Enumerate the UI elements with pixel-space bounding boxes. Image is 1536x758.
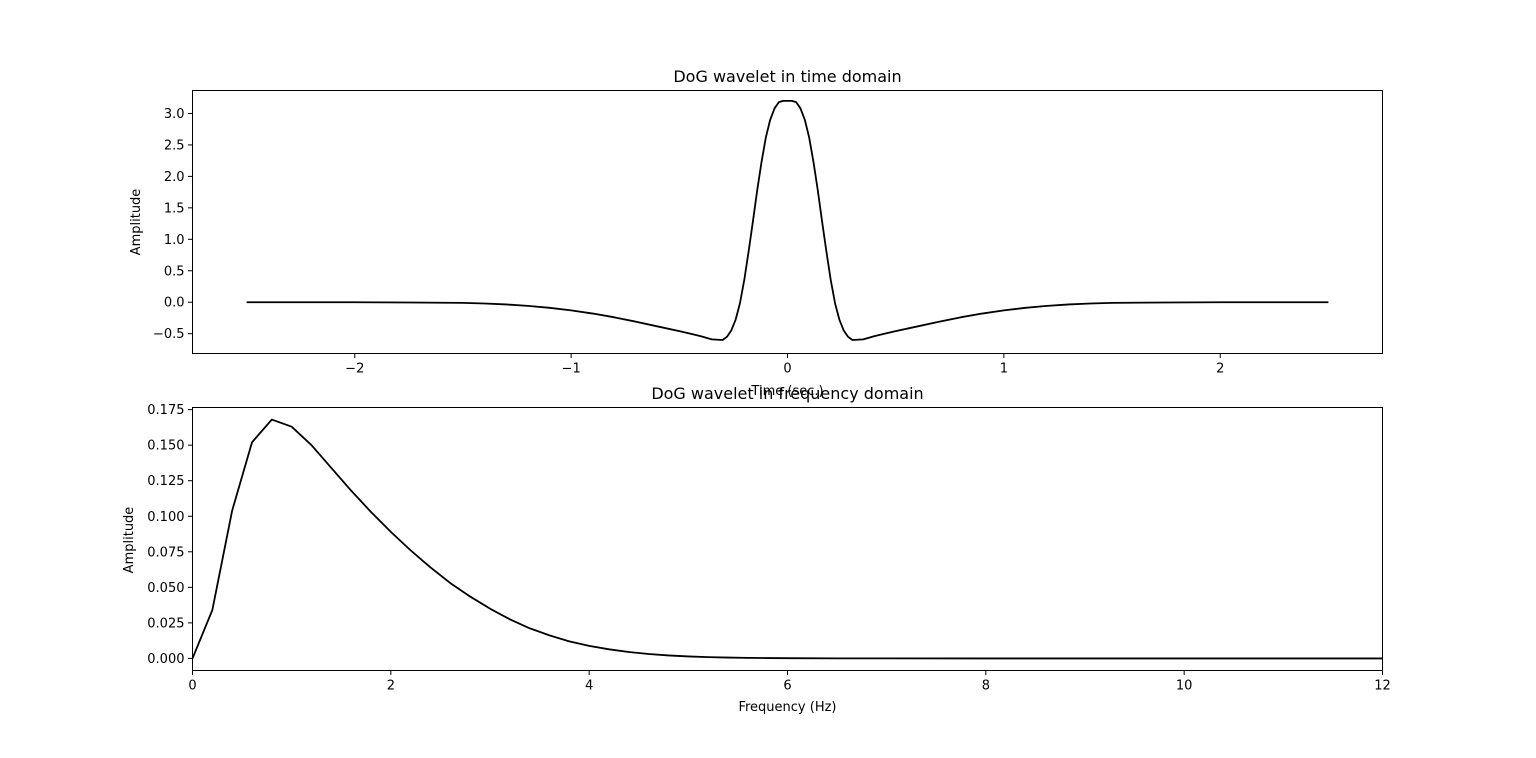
frequency-domain-y-tick-label: 0.150 — [147, 439, 184, 454]
frequency-domain-y-tick-label: 0.075 — [147, 545, 184, 560]
time-domain-x-tick-label: 0 — [783, 362, 791, 377]
time-domain-y-tick-label: 2.0 — [164, 170, 185, 185]
frequency-domain-axes-frame — [192, 407, 1383, 671]
time-domain-y-tick-label: 0.5 — [164, 264, 185, 279]
time-domain-panel: DoG wavelet in time domain −0.5 0.0 0.5 1.0… — [129, 67, 1383, 399]
frequency-domain-x-tick-label: 10 — [1176, 679, 1193, 694]
frequency-domain-y-axis-label: Amplitude — [122, 507, 137, 574]
time-domain-x-tick-label: −2 — [345, 362, 364, 377]
frequency-domain-axes-background — [192, 407, 1383, 671]
frequency-domain-x-axis-label: Frequency (Hz) — [738, 700, 836, 715]
frequency-domain-x-tick-label: 12 — [1374, 679, 1391, 694]
time-domain-y-tick-label: 2.5 — [164, 138, 185, 153]
frequency-domain-x-tick-label: 2 — [387, 679, 395, 694]
frequency-domain-y-tick-label: 0.125 — [147, 474, 184, 489]
frequency-domain-x-tick-label: 4 — [585, 679, 593, 694]
time-domain-x-tick-label: 2 — [1216, 362, 1224, 377]
time-domain-title: DoG wavelet in time domain — [673, 67, 901, 86]
time-domain-y-tick-label: −0.5 — [153, 327, 185, 342]
frequency-domain-x-tick-label: 8 — [982, 679, 990, 694]
time-domain-y-axis-label: Amplitude — [129, 189, 144, 256]
time-domain-y-tick-label: 1.0 — [164, 233, 185, 248]
time-domain-axes-frame — [192, 90, 1383, 354]
frequency-domain-y-tick-label: 0.025 — [147, 616, 184, 631]
frequency-domain-x-ticks: 0 2 4 6 8 10 12 — [188, 670, 1391, 694]
frequency-domain-spectrum-line — [191, 418, 1383, 660]
time-domain-y-tick-label: 3.0 — [164, 107, 185, 122]
frequency-domain-panel: DoG wavelet in frequency domain 0.0000.0… — [122, 384, 1391, 715]
time-domain-x-tick-label: −1 — [562, 362, 581, 377]
time-domain-x-ticks: −2 −1 0 1 2 — [345, 353, 1224, 377]
frequency-domain-y-tick-label: 0.000 — [147, 652, 184, 667]
frequency-domain-y-tick-label: 0.100 — [147, 510, 184, 525]
time-domain-x-tick-label: 1 — [1000, 362, 1008, 377]
frequency-domain-title: DoG wavelet in frequency domain — [651, 384, 923, 403]
time-domain-x-axis-label: Time (sec.) — [750, 384, 823, 399]
frequency-domain-y-tick-label: 0.050 — [147, 581, 184, 596]
frequency-domain-y-tick-label: 0.175 — [147, 403, 184, 418]
time-domain-y-tick-label: 0.0 — [164, 296, 185, 311]
time-domain-y-tick-label: 1.5 — [164, 201, 185, 216]
frequency-domain-x-tick-label: 0 — [188, 679, 196, 694]
time-domain-y-ticks: −0.5 0.0 0.5 1.0 1.5 2.0 2.5 3.0 — [153, 107, 193, 342]
frequency-domain-y-ticks: 0.000 0.025 0.050 0.075 0.100 0.125 0.150 0.175 — [147, 403, 193, 667]
frequency-domain-x-tick-label: 6 — [783, 679, 791, 694]
time-domain-wavelet-line — [246, 99, 1329, 341]
